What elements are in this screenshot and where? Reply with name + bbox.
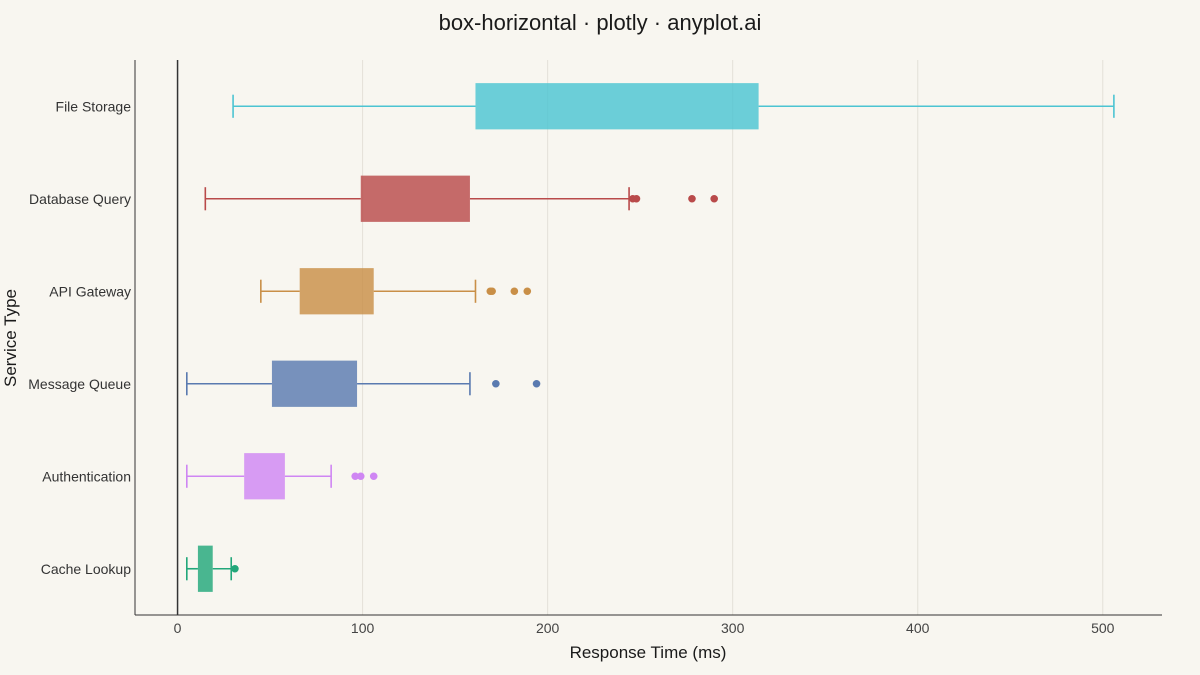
outlier-point [532, 379, 541, 388]
outlier-point [231, 564, 239, 573]
box-group [232, 83, 1115, 130]
y-category-label: Message Queue [28, 376, 131, 392]
x-tick-label: 500 [1091, 620, 1115, 636]
box-iqr [197, 545, 213, 592]
outlier-point [356, 472, 365, 481]
y-category-label: Cache Lookup [41, 561, 132, 577]
outlier-point [510, 287, 519, 296]
y-category-label: API Gateway [49, 283, 131, 299]
box-group [186, 453, 378, 500]
box-iqr [244, 453, 285, 500]
gridlines [362, 60, 1104, 615]
y-axis-title: Service Type [1, 289, 20, 387]
box-iqr [299, 268, 374, 315]
box-group [186, 360, 541, 407]
outlier-point [488, 287, 496, 296]
outlier-point [710, 194, 718, 203]
y-category-label: File Storage [56, 98, 132, 114]
box-iqr [271, 360, 358, 407]
outlier-point [688, 194, 696, 203]
box-iqr [475, 83, 759, 130]
x-tick-label: 300 [721, 620, 745, 636]
x-tick-label: 100 [351, 620, 375, 636]
x-axis-title: Response Time (ms) [570, 643, 727, 662]
x-tick-label: 0 [174, 620, 182, 636]
outlier-point [351, 472, 360, 481]
outlier-point [632, 194, 641, 203]
y-category-label: Authentication [42, 468, 131, 484]
x-tick-label: 200 [536, 620, 560, 636]
box-iqr [360, 175, 470, 222]
outlier-point [492, 379, 500, 388]
box-group [186, 545, 239, 592]
chart-title: box-horizontal · plotly · anyplot.ai [439, 10, 762, 35]
y-category-label: Database Query [29, 191, 131, 207]
boxes-layer [186, 83, 1115, 592]
x-tick-labels: 0 100 200 300 400 500 [174, 620, 1115, 636]
x-tick-label: 400 [906, 620, 930, 636]
outlier-point [523, 287, 532, 296]
y-category-labels: File Storage Database Query API Gateway Mes… [28, 98, 131, 577]
outlier-point [369, 472, 378, 481]
box-group [204, 175, 718, 222]
box-group [260, 268, 532, 315]
